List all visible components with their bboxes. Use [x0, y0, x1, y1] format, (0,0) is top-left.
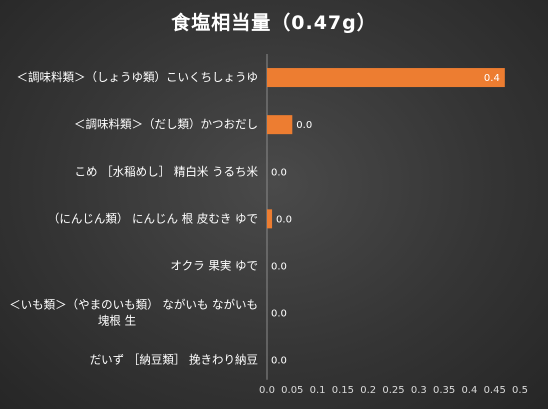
x-tick-label: 0.05 [281, 385, 303, 396]
category-label: オクラ 果実 ゆで [170, 258, 258, 272]
x-tick-label: 0.5 [512, 385, 528, 396]
x-tick-label: 0.4 [461, 385, 477, 396]
x-tick-label: 0.1 [310, 385, 326, 396]
category-label: ＜調味料類＞（しょうゆ類）こいくちしょうゆ [17, 70, 259, 84]
category-label: だいず ［納豆類］ 挽きわり納豆 [90, 353, 258, 367]
data-label: 0.0 [271, 309, 287, 320]
x-tick-label: 0.15 [332, 385, 354, 396]
data-label: 0.0 [271, 261, 287, 272]
data-label: 0.0 [276, 214, 292, 225]
x-tick-label: 0.0 [259, 385, 275, 396]
category-label: （にんじん類） にんじん 根 皮むき ゆで [48, 211, 258, 225]
category-label: こめ ［水稲めし］ 精白米 うるち米 [75, 164, 259, 178]
x-tick-label: 0.3 [411, 385, 427, 396]
bar [267, 115, 293, 135]
data-label: 0.4 [484, 73, 500, 84]
data-label: 0.0 [271, 356, 287, 367]
data-label: 0.0 [271, 167, 287, 178]
category-label: ＜いも類＞（やまのいも類） ながいも ながいも [9, 298, 258, 312]
x-tick-label: 0.2 [360, 385, 376, 396]
x-tick-label: 0.45 [484, 385, 506, 396]
bar [267, 209, 273, 229]
data-label: 0.0 [296, 120, 312, 131]
x-tick-label: 0.25 [382, 385, 404, 396]
category-label: ＜調味料類＞（だし類）かつおだし [74, 117, 258, 131]
chart-title: 食塩相当量（0.47g） [171, 12, 377, 34]
category-label: 塊根 生 [98, 314, 136, 328]
bar [267, 68, 505, 88]
x-tick-label: 0.35 [433, 385, 455, 396]
